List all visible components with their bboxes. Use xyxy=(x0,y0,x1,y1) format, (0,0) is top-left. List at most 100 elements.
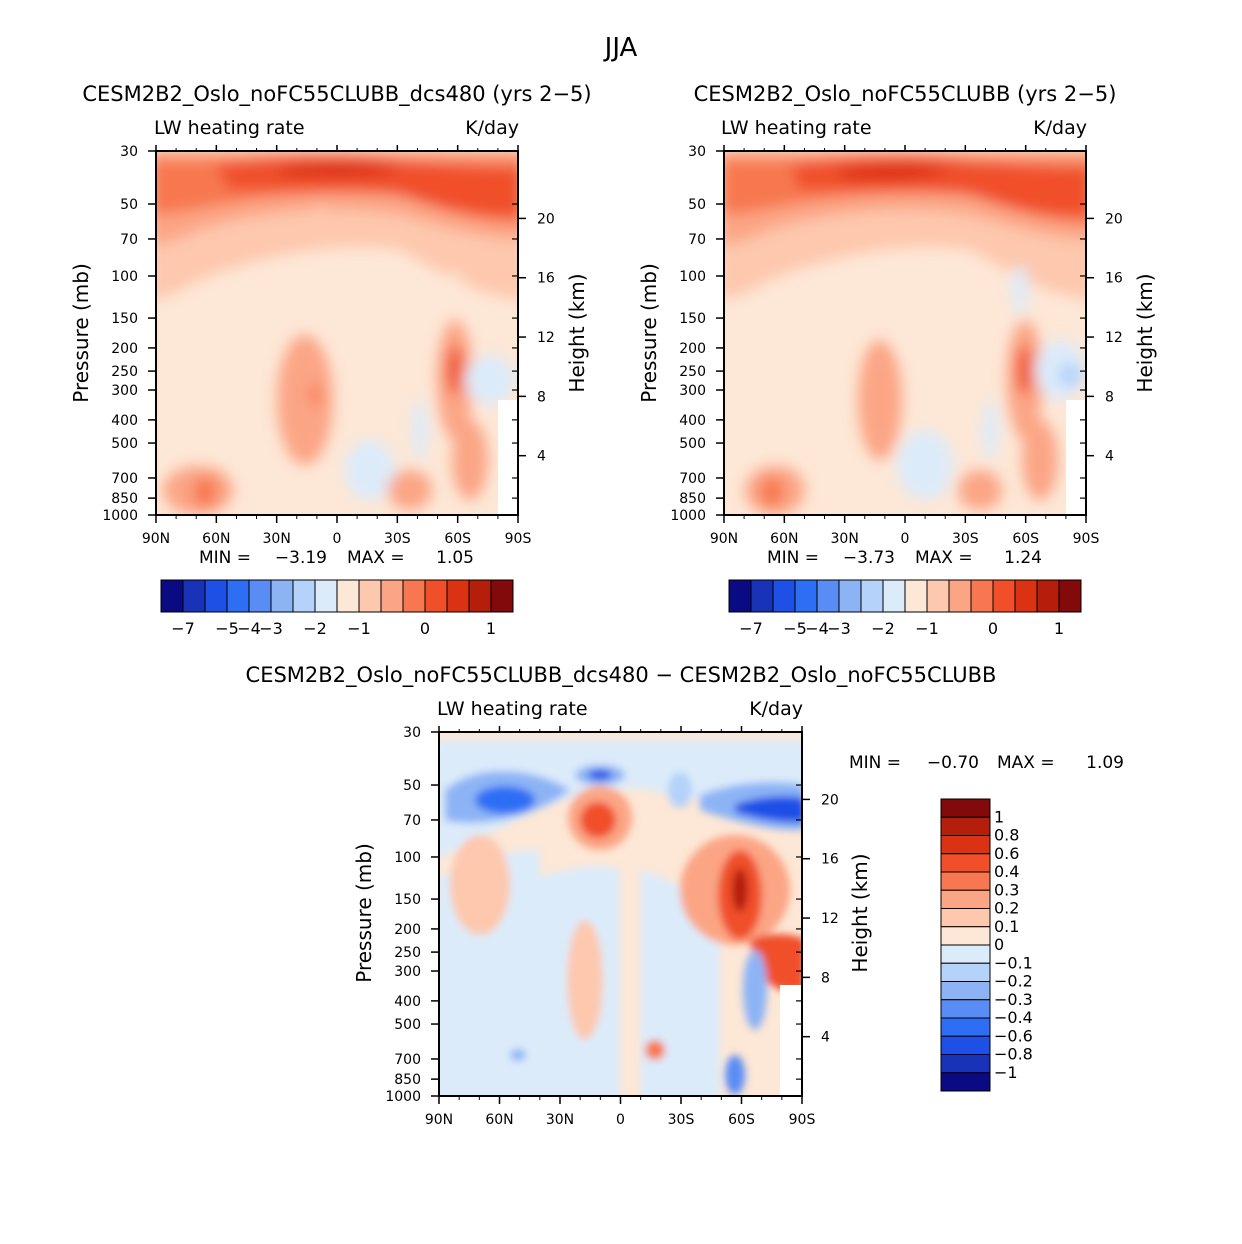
panel-2-subtitle-right: K/day xyxy=(1033,117,1087,139)
colorbar-label: 0 xyxy=(420,619,430,638)
panel-1-min-value: −3.19 xyxy=(275,548,327,568)
colorbar-cell xyxy=(940,962,991,982)
y-tick-label: 400 xyxy=(111,413,138,429)
y-right-tick-label: 8 xyxy=(821,970,830,986)
colorbar-cell xyxy=(940,999,991,1019)
panel-3: CESM2B2_Oslo_noFC55CLUBB_dcs480 − CESM2B… xyxy=(246,663,1124,1128)
x-tick-label: 30S xyxy=(668,1112,695,1128)
y-tick-label: 250 xyxy=(111,364,138,380)
panel-1-max-value: 1.05 xyxy=(436,548,474,568)
colorbar-cell xyxy=(248,579,272,613)
colorbar-cell xyxy=(940,816,991,836)
x-tick-label: 60N xyxy=(202,531,230,547)
y-right-tick-label: 12 xyxy=(537,330,555,346)
x-tick-label: 60N xyxy=(485,1112,513,1128)
colorbar-label: −0.8 xyxy=(994,1045,1033,1064)
colorbar-label: −4 xyxy=(805,619,829,638)
panel-1-colorbar: −7 −5−4−3 −2 −1 0 1 xyxy=(160,579,514,638)
x-tick-label: 30N xyxy=(831,531,859,547)
panel-2-contour-field xyxy=(724,151,1086,515)
panel-2-min-value: −3.73 xyxy=(843,548,895,568)
panel-3-colorbar: 10.80.60.40.30.20.10−0.1−0.2−0.3−0.4−0.6… xyxy=(940,798,1033,1092)
x-tick-label: 90S xyxy=(1073,531,1100,547)
y-tick-label: 850 xyxy=(679,491,706,507)
y-right-tick-label: 8 xyxy=(537,389,546,405)
colorbar-label: 1 xyxy=(486,619,496,638)
colorbar-label: −7 xyxy=(171,619,195,638)
colorbar-label: −1 xyxy=(347,619,371,638)
x-tick-label: 90S xyxy=(505,531,532,547)
colorbar-cell xyxy=(336,579,360,613)
y-right-tick-label: 12 xyxy=(1105,330,1123,346)
y-tick-label: 100 xyxy=(394,850,421,866)
panel-1-ylabel: Pressure (mb) xyxy=(69,263,93,403)
colorbar-cell xyxy=(940,944,991,964)
y-tick-label: 100 xyxy=(111,269,138,285)
y-tick-label: 700 xyxy=(394,1052,421,1068)
colorbar-cell xyxy=(226,579,250,613)
colorbar-cell xyxy=(940,981,991,1001)
y-tick-label: 30 xyxy=(688,144,706,160)
y-tick-label: 500 xyxy=(111,436,138,452)
colorbar-cell xyxy=(948,579,972,613)
y-tick-label: 250 xyxy=(394,945,421,961)
panel-3-subtitle-left: LW heating rate xyxy=(437,698,588,720)
panel-2-min-label: MIN = xyxy=(767,548,819,568)
panel-2-max-label: MAX = xyxy=(915,548,973,568)
y-tick-label: 150 xyxy=(679,311,706,327)
colorbar-cell xyxy=(940,798,991,818)
y-right-tick-label: 16 xyxy=(537,271,555,287)
colorbar-cell xyxy=(314,579,338,613)
y-tick-label: 400 xyxy=(394,994,421,1010)
colorbar-cell xyxy=(940,835,991,855)
y-tick-label: 70 xyxy=(688,232,706,248)
panel-2-ylabel-right: Height (km) xyxy=(1133,273,1157,392)
y-tick-label: 300 xyxy=(394,964,421,980)
y-tick-label: 500 xyxy=(679,436,706,452)
colorbar-label: −0.4 xyxy=(994,1008,1033,1027)
y-tick-label: 300 xyxy=(111,383,138,399)
colorbar-cell xyxy=(970,579,994,613)
colorbar-cell xyxy=(204,579,228,613)
y-tick-label: 30 xyxy=(120,144,138,160)
y-tick-label: 100 xyxy=(679,269,706,285)
x-tick-label: 90N xyxy=(142,531,170,547)
colorbar-label: −2 xyxy=(303,619,327,638)
y-right-tick-label: 20 xyxy=(1105,211,1123,227)
colorbar-cell xyxy=(728,579,752,613)
panel-1-max-label: MAX = xyxy=(347,548,405,568)
colorbar-cell xyxy=(380,579,404,613)
panel-3-subtitle-right: K/day xyxy=(749,698,803,720)
x-tick-label: 90S xyxy=(789,1112,816,1128)
y-tick-label: 50 xyxy=(120,197,138,213)
colorbar-cell xyxy=(1058,579,1082,613)
colorbar-cell xyxy=(182,579,206,613)
panel-3-ylabel-right: Height (km) xyxy=(848,853,872,972)
x-tick-label: 0 xyxy=(901,531,910,547)
panel-1-min-label: MIN = xyxy=(199,548,251,568)
colorbar-cell xyxy=(446,579,470,613)
panel-2: CESM2B2_Oslo_noFC55CLUBB (yrs 2−5) LW he… xyxy=(637,82,1157,638)
y-tick-label: 700 xyxy=(679,471,706,487)
colorbar-cell xyxy=(490,579,514,613)
colorbar-cell xyxy=(468,579,492,613)
colorbar-cell xyxy=(940,1054,991,1074)
panel-3-ylabel: Pressure (mb) xyxy=(352,843,376,983)
colorbar-cell xyxy=(926,579,950,613)
colorbar-label: 1 xyxy=(994,807,1004,826)
y-right-tick-label: 4 xyxy=(537,449,546,465)
y-tick-label: 1000 xyxy=(102,508,138,524)
y-right-tick-label: 16 xyxy=(1105,271,1123,287)
panel-2-colorbar: −7 −5−4−3 −2 −1 0 1 xyxy=(728,579,1082,638)
y-tick-label: 850 xyxy=(394,1072,421,1088)
panel-3-max-value: 1.09 xyxy=(1086,753,1124,773)
panel-1-subtitle-left: LW heating rate xyxy=(154,117,305,139)
colorbar-cell xyxy=(292,579,316,613)
y-right-tick-label: 20 xyxy=(821,792,839,808)
x-tick-label: 60S xyxy=(444,531,471,547)
colorbar-label: −0.3 xyxy=(994,990,1033,1009)
y-tick-label: 1000 xyxy=(385,1089,421,1105)
